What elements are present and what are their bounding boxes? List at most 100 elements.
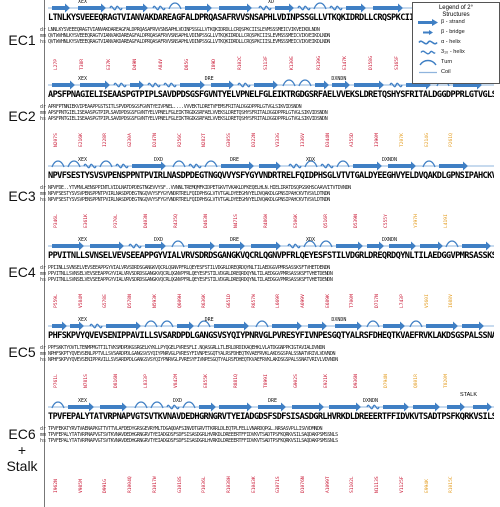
label-ec3: EC3 [8, 188, 36, 204]
helix-icon [418, 40, 438, 45]
species-sequence-hs: PPVITNLLSVNSELVEVSEEAPPGYVIALVRVSDRDSGAN… [48, 277, 333, 283]
motif-label: DRE [230, 157, 240, 163]
helix-coil [287, 243, 301, 249]
legend-title-line2: Structures [442, 12, 470, 18]
strand-arrow [383, 321, 405, 331]
species-tag: mm [40, 432, 47, 438]
species-sequence-mm: QVTWVHNLKYSVEEEQRAGTVIANVAKDAREAGFALDPRQ… [48, 33, 330, 39]
variant-annotation: D539N [354, 214, 359, 228]
species-sequence-hs: NPVFSESTYSVSVPENSPPNTPVIRLNASDPDEGTNGQVV… [48, 197, 330, 203]
variant-annotation: D1076N [301, 476, 307, 493]
variant-annotation: G305S [226, 133, 232, 147]
variant-annotation: I962N [54, 479, 59, 493]
strand-arrow [335, 321, 362, 331]
variant-annotation: D49N [132, 58, 138, 70]
legend-item-turn: Turn [441, 59, 453, 65]
variant-annotation: T207K [399, 133, 405, 147]
variant-annotation: E921K [324, 374, 329, 388]
variant-annotation: L419I [444, 214, 449, 228]
species-sequence-mm: PPVITNLLSVNSELVEVSEEAPPGYVIALVRVSDRDSGAN… [48, 271, 333, 277]
variant-annotation: G902S [294, 374, 299, 388]
strand-arrow [211, 80, 234, 90]
species-tag: mm [40, 33, 47, 39]
variant-annotation: V842M [174, 374, 179, 388]
alignment-block-ec3: XEX DXD DRE XDX DXNDN NPVFSESTYSVSVPENSPPNTPV… [40, 157, 494, 236]
variant-annotation: C555Y [384, 214, 389, 228]
variant-annotation: A1099T [325, 476, 331, 493]
secondary-structure-track [48, 240, 494, 251]
strand-arrow [462, 241, 491, 251]
strand-arrow [185, 3, 212, 13]
helix-310-icon [420, 50, 436, 55]
variant-annotation: P370L [114, 214, 119, 228]
strand-arrow [292, 402, 324, 412]
variant-annotation: G1018S [177, 476, 183, 493]
variant-annotation: K130E [290, 56, 296, 70]
label-ec2: EC2 [8, 108, 36, 124]
legend-item-coil: Coil [441, 69, 451, 75]
variant-annotation: E37K [106, 58, 112, 70]
turn-arc [99, 160, 113, 168]
strand-arrow [80, 80, 110, 90]
helix-coil [128, 243, 142, 249]
turn-arc [282, 79, 296, 87]
variant-annotation: N207S [54, 133, 59, 147]
species-sequence-mm: NPVFSESTYSVSVPENSPPNTPVIRLNASDPDEGTNGQVV… [48, 191, 330, 197]
secondary-structure-track [48, 79, 494, 90]
species-tag: dr [40, 185, 47, 191]
variant-annotation: D578N [128, 294, 134, 308]
variant-annotation: E994K [424, 479, 430, 493]
secondary-structure-track [48, 401, 494, 412]
variant-annotation: R1038H [226, 476, 232, 493]
alignment-block-ec2: XEX DRE DXNDN APSFPNAGIELISEAASPGTPIPLSAVDP… [40, 76, 494, 155]
species-tag: mm [40, 271, 47, 277]
motif-label: XEX [78, 76, 88, 82]
variant-annotation: N282T [202, 133, 208, 147]
helix-coil [83, 163, 97, 169]
variant-annotation: Q609H [177, 294, 183, 308]
strand-arrow [126, 3, 148, 13]
strand-arrow [413, 402, 440, 412]
turn-arc [409, 320, 423, 328]
strand-arrow [272, 321, 302, 331]
motif-label: DXD [173, 398, 183, 404]
stalk-label: STALK [460, 392, 478, 398]
variant-annotation: I688V [449, 294, 455, 308]
strand-arrow [90, 241, 124, 251]
variant-annotation: E214G [424, 133, 430, 147]
strand-arrow [329, 402, 361, 412]
variant-annotation: E361K [84, 214, 89, 228]
variant-annotation: L833P [144, 374, 149, 388]
species-sequence-mm: APSFPNTGIELISEAASPGTPIPLSAVDPDSGSFGVNTYE… [48, 110, 328, 116]
strand-arrow [52, 3, 70, 13]
motif-label: XDX [306, 157, 316, 163]
strand-arrow [52, 321, 67, 331]
species-tag: dr [40, 104, 47, 110]
turn-arc [51, 401, 65, 409]
strand-arrow [251, 241, 281, 251]
strand-arrow [426, 321, 458, 331]
consensus-sequence: APSFPNAGIELISEAASPGTPIPLSAVDPDSGSFGVNTYE… [48, 90, 494, 100]
small-arrow-icon [423, 30, 433, 35]
variant-annotation: Q516R [324, 214, 329, 228]
motif-label: DXNDN [331, 76, 347, 82]
variant-annotation: Y397H [414, 214, 419, 228]
turn-arc [144, 320, 158, 328]
variant-annotation: R881Q [234, 374, 239, 388]
variant-annotation: A84V [159, 58, 164, 70]
strand-arrow [145, 241, 166, 251]
helix-coil [188, 163, 202, 169]
variant-annotation: V560I [424, 294, 430, 308]
turn-arc [67, 160, 81, 168]
strand-arrow [367, 241, 384, 251]
variant-annotation: R657W [251, 294, 257, 308]
variant-annotation: E1043K [251, 476, 257, 493]
variant-annotation: P761L [54, 374, 59, 388]
turn-arc [298, 79, 312, 87]
motif-label: XEX [78, 317, 88, 323]
species-sequence-mm: TPVFEPALYTATVRPNAPVGTSVTKVNAVDEDHGRNGRVT… [48, 432, 338, 438]
motif-label: DXNDN [363, 398, 379, 404]
strand-arrow [199, 402, 216, 412]
helix-coil [109, 5, 123, 11]
helix-coil [152, 5, 166, 11]
